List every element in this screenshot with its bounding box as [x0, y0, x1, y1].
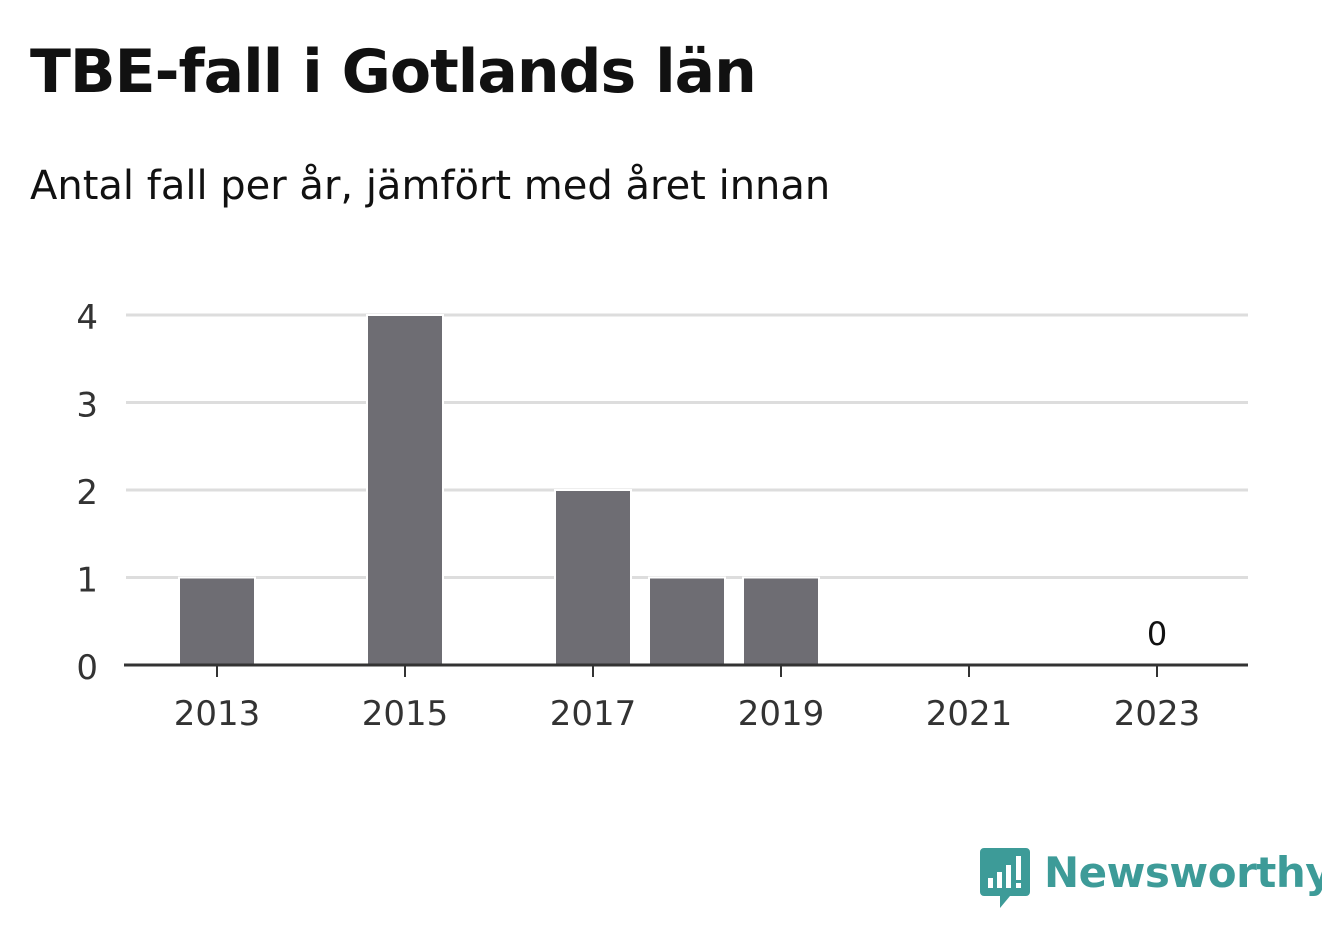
bar	[648, 576, 726, 666]
bar	[554, 489, 632, 666]
data-label: 0	[1147, 615, 1167, 653]
x-tick-label: 2015	[362, 694, 449, 734]
x-tick-label: 2023	[1114, 694, 1201, 734]
y-tick-label: 0	[76, 648, 98, 688]
y-tick-label: 2	[76, 473, 98, 513]
x-tick-label: 2021	[926, 694, 1013, 734]
x-tick-label: 2013	[174, 694, 261, 734]
newsworthy-logo: Newsworthy	[980, 848, 1322, 912]
bar-chart-speech-bubble-icon	[980, 848, 1030, 908]
brand-name: Newsworthy	[1044, 848, 1322, 897]
chart-title: TBE-fall i Gotlands län	[30, 37, 757, 107]
x-tick-label: 2017	[550, 694, 637, 734]
x-tick-label: 2019	[738, 694, 825, 734]
gridlines	[126, 313, 1248, 579]
y-tick-label: 3	[76, 386, 98, 426]
bar-chart: 0 1 2 3 4 2013 2015 2017 2019 2021 2023 0	[76, 298, 1248, 734]
axes	[124, 663, 1248, 677]
y-tick-label: 4	[76, 298, 98, 338]
bar	[742, 576, 820, 666]
y-tick-label: 1	[76, 561, 98, 601]
labels: 0 1 2 3 4 2013 2015 2017 2019 2021 2023 0	[76, 298, 1200, 734]
chart-subtitle: Antal fall per år, jämfört med året inna…	[30, 163, 831, 209]
bar	[366, 314, 444, 666]
bar	[178, 576, 256, 666]
